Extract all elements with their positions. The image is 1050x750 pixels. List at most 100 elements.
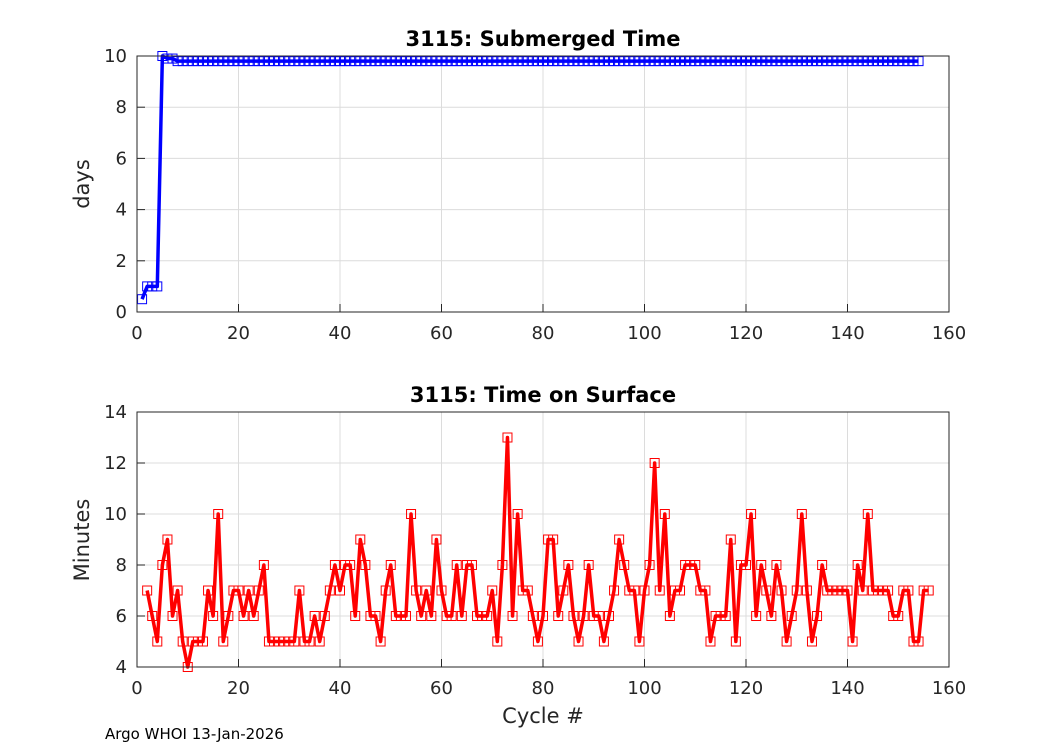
top-data-point: [741, 56, 751, 67]
bottom-data-point: [253, 585, 264, 596]
bottom-data-point: [319, 611, 330, 621]
bottom-data-point: [203, 585, 214, 596]
top-x-tick-label: 60: [430, 323, 453, 344]
top-data-point: [812, 56, 823, 67]
bottom-data-point: [497, 560, 508, 570]
bottom-data-point: [796, 509, 807, 519]
bottom-data-point: [543, 534, 554, 545]
top-data-point: [441, 56, 452, 67]
bottom-data-point: [649, 458, 660, 468]
bottom-data-point: [680, 560, 691, 570]
top-data-point: [187, 56, 198, 67]
top-data-point: [421, 56, 432, 67]
top-data-point: [345, 56, 356, 67]
top-data-point: [649, 56, 660, 67]
top-data-point: [852, 56, 863, 67]
bottom-data-point: [487, 585, 498, 596]
bottom-data-point: [152, 636, 163, 647]
bottom-data-point: [451, 560, 462, 570]
bottom-data-point: [329, 560, 340, 570]
bottom-data-point: [416, 611, 427, 621]
top-series-line: [140, 54, 919, 300]
bottom-data-point: [527, 611, 538, 621]
top-data-point: [878, 56, 889, 67]
bottom-data-point: [223, 611, 234, 621]
top-data-point: [791, 56, 802, 67]
top-y-tick-label: 8: [116, 97, 127, 118]
top-data-point: [324, 56, 335, 67]
bottom-data-point: [583, 560, 594, 570]
bottom-data-point: [609, 585, 620, 596]
bottom-data-point: [208, 611, 219, 621]
bottom-data-point: [619, 560, 630, 570]
top-data-point: [446, 56, 457, 67]
bottom-data-point: [380, 585, 391, 596]
top-data-point: [669, 56, 680, 67]
bottom-data-point: [335, 585, 345, 596]
top-data-point: [720, 56, 731, 67]
bottom-data-point: [812, 611, 823, 621]
top-data-point: [796, 56, 807, 67]
bottom-data-point: [791, 585, 802, 596]
bottom-data-point: [786, 611, 797, 621]
bottom-series-line: [145, 435, 929, 669]
bottom-y-tick-label: 12: [104, 453, 127, 474]
top-x-tick-label: 20: [227, 323, 250, 344]
bottom-data-point: [690, 560, 701, 570]
top-data-point: [177, 56, 188, 67]
top-x-tick-label: 140: [830, 323, 864, 344]
bottom-data-point: [279, 636, 290, 647]
top-data-point: [192, 56, 203, 67]
bottom-data-point: [593, 611, 604, 621]
surface-time-chart: 0 20 40 60 80 100 120 140 160 4 6 8 10 12 14 3115: Tim…: [70, 383, 966, 728]
top-data-point: [406, 56, 417, 67]
bottom-data-point: [624, 585, 635, 596]
bottom-data-point: [893, 611, 904, 621]
top-data-point: [603, 56, 614, 67]
bottom-x-tick-label: 0: [131, 678, 142, 699]
top-data-point: [512, 56, 523, 67]
top-data-point: [913, 56, 924, 67]
top-data-point: [705, 56, 716, 67]
top-data-point: [208, 56, 219, 67]
top-data-point: [304, 56, 315, 67]
bottom-x-axis-label: Cycle #: [502, 704, 584, 728]
top-data-point: [436, 56, 447, 67]
top-data-point: [400, 56, 411, 67]
bottom-data-point: [309, 611, 320, 621]
top-data-point: [822, 56, 833, 67]
bottom-data-point: [461, 560, 472, 570]
bottom-data-point: [314, 636, 325, 647]
bottom-data-point: [634, 636, 645, 647]
bottom-data-point: [908, 636, 919, 647]
top-data-point: [867, 56, 878, 67]
top-data-point: [893, 56, 904, 67]
bottom-data-point: [598, 636, 609, 647]
top-data-point: [269, 56, 280, 67]
bottom-data-point: [421, 585, 432, 596]
bottom-data-point: [243, 585, 254, 596]
top-series: [137, 51, 924, 305]
top-data-point: [152, 281, 163, 292]
bottom-data-point: [558, 585, 569, 596]
bottom-data-point: [436, 585, 447, 596]
bottom-data-point: [248, 611, 259, 621]
top-data-point: [619, 56, 630, 67]
bottom-chart-title: 3115: Time on Surface: [410, 383, 676, 407]
bottom-data-point: [695, 585, 706, 596]
top-data-point: [416, 56, 427, 67]
bottom-data-point: [781, 636, 792, 647]
top-data-point: [411, 56, 422, 67]
bottom-data-point: [725, 534, 736, 545]
bottom-data-point: [426, 611, 437, 621]
top-data-point: [426, 56, 437, 67]
top-data-point: [563, 56, 574, 67]
top-data-point: [365, 56, 376, 67]
bottom-x-tick-label: 40: [329, 678, 352, 699]
bottom-data-point: [822, 585, 833, 596]
bottom-data-point: [872, 585, 883, 596]
top-data-point: [548, 56, 559, 67]
top-data-point: [182, 56, 193, 67]
top-data-point: [248, 56, 259, 67]
top-data-point: [578, 56, 589, 67]
